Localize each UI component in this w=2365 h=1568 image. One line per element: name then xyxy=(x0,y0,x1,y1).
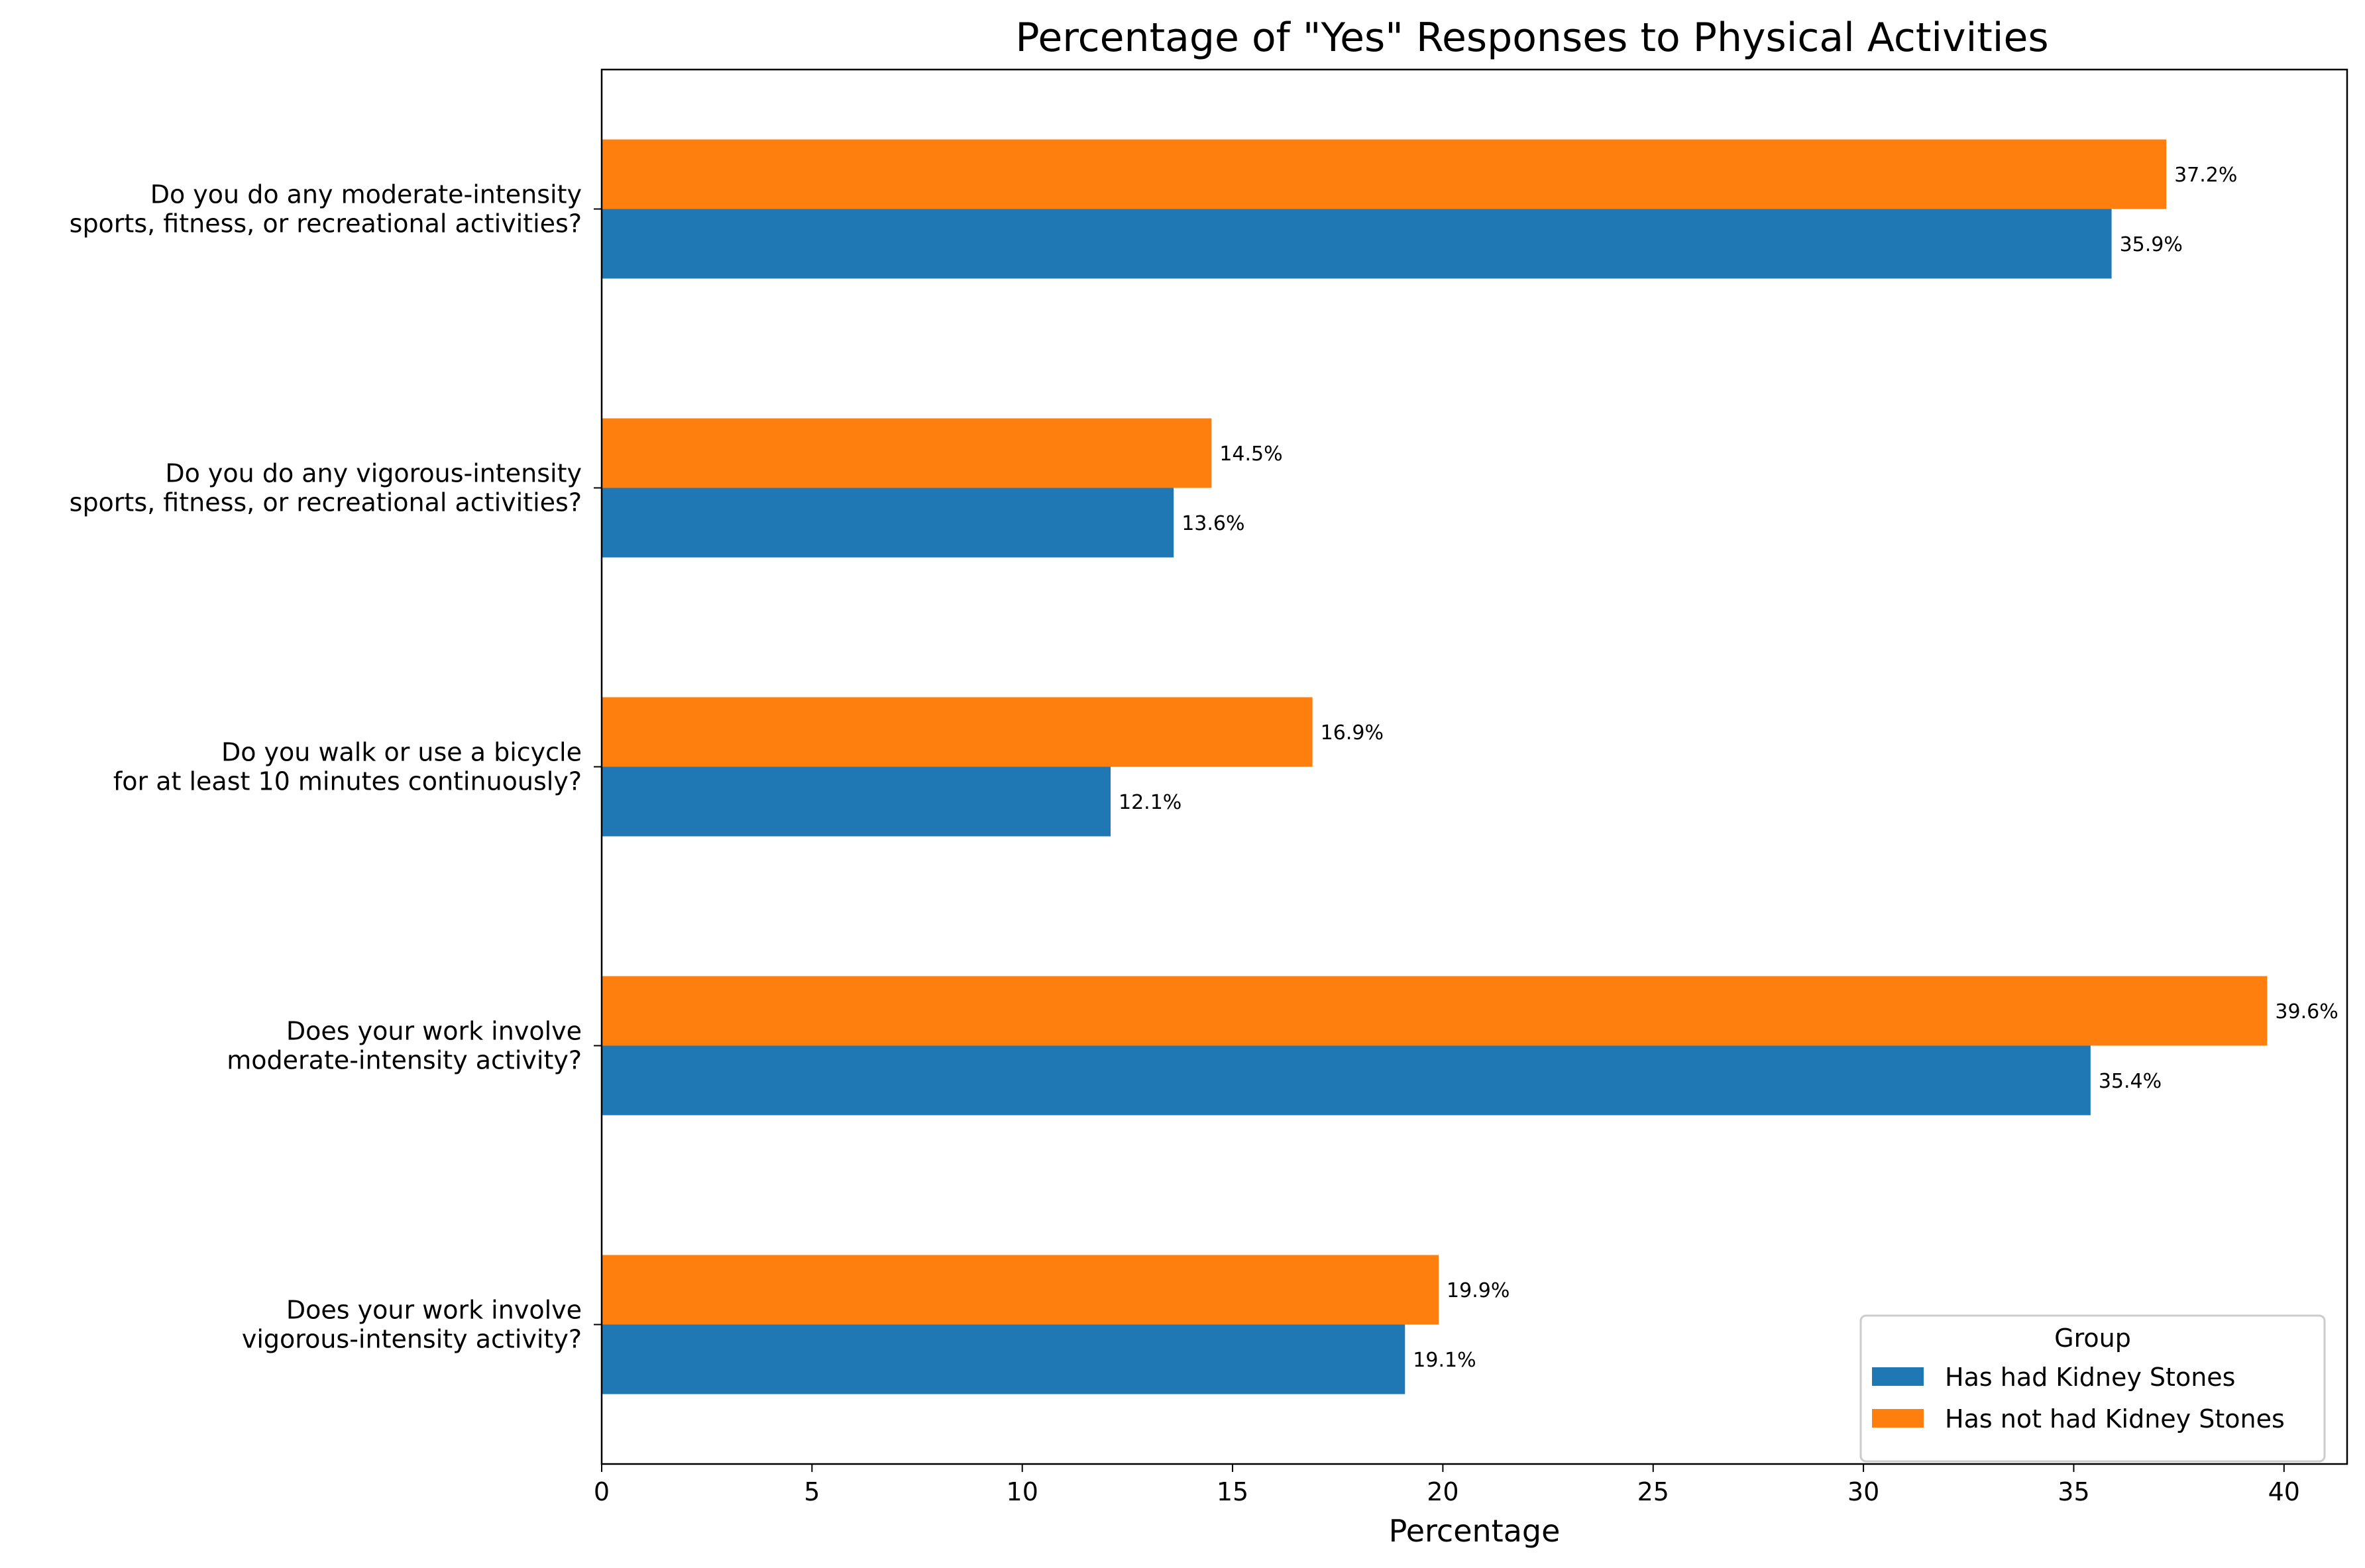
bar-series-2-cat-1 xyxy=(602,139,2167,209)
y-tick-label: moderate-intensity activity? xyxy=(227,1046,582,1075)
legend-swatch-series-2 xyxy=(1872,1409,1924,1428)
legend-frame xyxy=(1859,1314,2326,1463)
y-tick-label: Does your work involve xyxy=(286,1296,582,1325)
x-tick-label: 15 xyxy=(1217,1477,1248,1506)
bar-series-1-cat-2 xyxy=(602,488,1174,558)
bar-label-series-1-cat-5: 19.1% xyxy=(1413,1349,1476,1372)
y-tick-label: sports, fitness, or recreational activit… xyxy=(70,488,582,517)
bars-layer xyxy=(602,139,2268,1394)
bar-series-2-cat-5 xyxy=(602,1255,1439,1325)
bar-label-series-2-cat-4: 39.6% xyxy=(2275,1000,2338,1023)
ticks-layer: Do you do any moderate-intensitysports, … xyxy=(70,180,2300,1507)
bar-series-2-cat-2 xyxy=(602,418,1212,488)
bar-label-series-1-cat-2: 13.6% xyxy=(1182,512,1244,535)
x-tick-label: 25 xyxy=(1637,1477,1669,1506)
bar-label-series-1-cat-4: 35.4% xyxy=(2099,1070,2162,1093)
y-tick-label: Do you do any vigorous-intensity xyxy=(165,459,582,488)
bar-label-series-2-cat-5: 19.9% xyxy=(1447,1279,1510,1302)
y-tick-label: Do you do any moderate-intensity xyxy=(150,180,582,209)
bar-series-1-cat-1 xyxy=(602,209,2112,279)
bar-label-series-1-cat-1: 35.9% xyxy=(2120,233,2183,256)
y-tick-label: sports, fitness, or recreational activit… xyxy=(70,209,582,238)
x-tick-label: 10 xyxy=(1007,1477,1038,1506)
bar-labels-layer: 35.9% 37.2% 13.6% 14.5% 12.1% 16.9% 35.4% 39.6%… xyxy=(1119,164,2338,1372)
y-tick-label: Do you walk or use a bicycle xyxy=(221,738,582,767)
y-tick-label: vigorous-intensity activity? xyxy=(242,1325,582,1354)
chart-title: Percentage of "Yes" Responses to Physica… xyxy=(1015,15,2048,61)
legend-swatch-series-1 xyxy=(1872,1367,1924,1386)
bar-series-1-cat-4 xyxy=(602,1045,2091,1116)
legend: Group Has had Kidney Stones Has not had … xyxy=(1859,1314,2326,1463)
x-tick-label: 0 xyxy=(594,1477,610,1506)
bar-series-1-cat-5 xyxy=(602,1324,1405,1394)
legend-label-series-2: Has not had Kidney Stones xyxy=(1945,1404,2285,1434)
bar-series-2-cat-3 xyxy=(602,697,1313,767)
x-axis-label: Percentage xyxy=(1389,1513,1561,1549)
bar-series-1-cat-3 xyxy=(602,766,1111,837)
legend-title: Group xyxy=(2054,1324,2131,1353)
y-tick-label: Does your work involve xyxy=(286,1017,582,1046)
bar-label-series-2-cat-1: 37.2% xyxy=(2174,164,2237,187)
x-tick-label: 5 xyxy=(804,1477,820,1506)
y-tick-label: for at least 10 minutes continuously? xyxy=(113,767,582,796)
bar-label-series-2-cat-2: 14.5% xyxy=(1219,443,1282,466)
x-tick-label: 40 xyxy=(2268,1477,2300,1506)
x-tick-label: 20 xyxy=(1427,1477,1458,1506)
legend-label-series-1: Has had Kidney Stones xyxy=(1945,1363,2235,1392)
bar-label-series-1-cat-3: 12.1% xyxy=(1119,791,1182,814)
bar-series-2-cat-4 xyxy=(602,976,2268,1046)
x-tick-label: 35 xyxy=(2058,1477,2089,1506)
bar-label-series-2-cat-3: 16.9% xyxy=(1321,721,1384,745)
x-tick-label: 30 xyxy=(1847,1477,1879,1506)
